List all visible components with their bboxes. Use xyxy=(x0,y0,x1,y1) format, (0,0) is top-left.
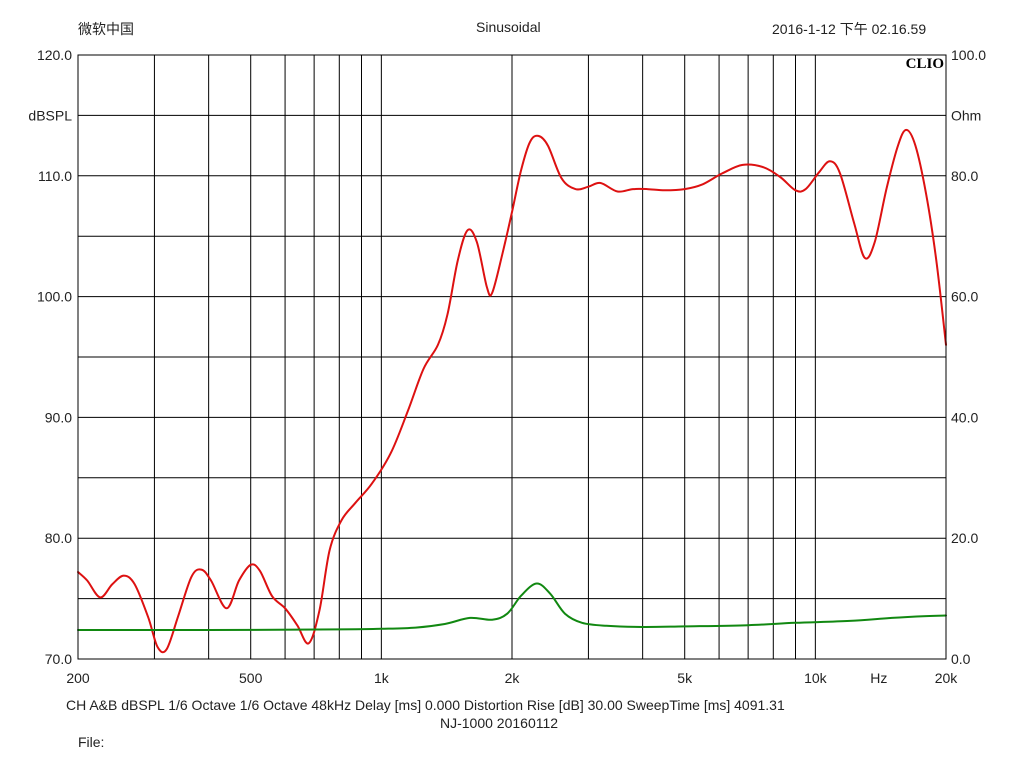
x-tick-label: 500 xyxy=(239,670,263,686)
settings-line: CH A&B dBSPL 1/6 Octave 1/6 Octave 48kHz… xyxy=(66,697,785,713)
timestamp: 2016-1-12 下午 02.16.59 xyxy=(772,21,927,37)
y-right-tick-label: 40.0 xyxy=(951,409,978,425)
y-left-tick-label: 80.0 xyxy=(45,530,72,546)
x-tick-label: 200 xyxy=(66,670,90,686)
chart-labels: 200 500 1k 2k 5k 10k 20k Hz 70.0 80.0 90.0 100.0 110… xyxy=(28,47,986,686)
file-label: File: xyxy=(78,734,105,750)
x-tick-label: 20k xyxy=(935,670,959,686)
y-left-tick-label: 100.0 xyxy=(37,289,72,305)
x-tick-label: 2k xyxy=(505,670,521,686)
y-right-axis-label: Ohm xyxy=(951,107,981,123)
x-tick-label: 1k xyxy=(374,670,390,686)
chart-grid xyxy=(78,55,946,659)
y-left-tick-label: 120.0 xyxy=(37,47,72,63)
x-axis-label: Hz xyxy=(870,670,887,686)
measurement-mode: Sinusoidal xyxy=(476,19,541,35)
y-left-tick-label: 110.0 xyxy=(38,168,72,184)
x-tick-label: 10k xyxy=(804,670,828,686)
spl-response-curve xyxy=(77,128,947,654)
plot-frame xyxy=(77,54,947,660)
impedance-curve xyxy=(77,582,947,632)
y-right-tick-label: 20.0 xyxy=(951,530,978,546)
y-right-tick-label: 100.0 xyxy=(951,47,986,63)
y-right-tick-label: 0.0 xyxy=(951,651,971,667)
y-right-tick-label: 80.0 xyxy=(951,168,978,184)
device-id-line: NJ-1000 20160112 xyxy=(440,715,559,731)
brand-logo: CLIO xyxy=(906,56,944,72)
y-right-tick-label: 60.0 xyxy=(951,289,978,305)
y-left-tick-label: 90.0 xyxy=(45,409,72,425)
chart-curves xyxy=(77,128,947,654)
y-left-tick-label: 70.0 xyxy=(45,651,72,667)
y-left-axis-label: dBSPL xyxy=(28,107,72,123)
x-tick-label: 5k xyxy=(677,670,693,686)
app-name: 微软中国 xyxy=(78,21,134,37)
